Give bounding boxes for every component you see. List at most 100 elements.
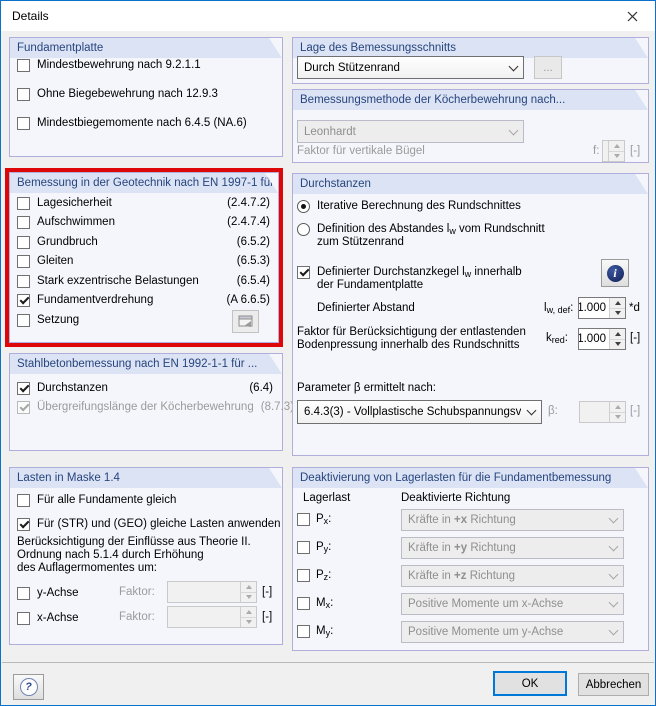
checkbox-label: Setzung [37, 314, 80, 326]
beta-symbol-label: β: [548, 405, 558, 417]
lagerlast-label: Py: [316, 541, 332, 554]
checkbox-row: Mindestbewehrung nach 9.2.1.1 [17, 57, 201, 73]
beta-methode-combobox[interactable]: 6.4.3(3) - Vollplastische Schubspannungs… [297, 400, 542, 424]
unit-label: [-] [630, 332, 641, 344]
checkbox-label: Für (STR) und (GEO) gleiche Lasten anwen… [37, 518, 281, 530]
section-ref: (A 6.6.5) [226, 294, 270, 306]
spinner-value [168, 607, 240, 627]
kred-symbol-label: kred: [546, 332, 568, 345]
checkbox-mindestbiegemomente[interactable] [17, 116, 30, 130]
spinner-down-icon[interactable] [610, 339, 625, 349]
checkbox-row: Aufschwimmen (2.4.7.4) [17, 214, 270, 230]
lagerlast-row-pz: Pz: Kräfte in +z Richtung [297, 565, 627, 587]
richtung-combobox-py: Kräfte in +y Richtung [401, 537, 624, 559]
group-title: Bemessungsmethode der Köcherbewehrung na… [293, 90, 648, 110]
checkbox-x-achse[interactable] [17, 611, 30, 625]
spinner-down-icon [610, 412, 625, 422]
definierter-abstand-label: Definierter Abstand [317, 302, 415, 314]
combobox-value: Positive Momente um y-Achse [408, 626, 564, 638]
checkbox-stark-exzentrische-belastungen[interactable] [17, 274, 30, 288]
checkbox-ohne-biegebewehrung[interactable] [17, 87, 30, 101]
checkbox-row: Grundbruch (6.5.2) [17, 234, 270, 250]
f-spinner [602, 140, 625, 162]
checkbox-label: Übergreifungslänge der Köcherbewehrung [37, 401, 254, 413]
radio-label: Iterative Berechnung des Rundschnittes [317, 200, 521, 212]
checkbox-my[interactable] [297, 625, 310, 638]
checkbox-py[interactable] [297, 541, 310, 554]
combobox-value: Positive Momente um x-Achse [408, 598, 564, 610]
factor-label: Faktor: [119, 586, 155, 598]
section-ref: (6.4) [249, 382, 273, 394]
checkbox-row: Gleiten (6.5.3) [17, 253, 270, 269]
spinner-up-icon [609, 141, 624, 152]
koecherbewehrung-methode-combobox: Leonhardt [297, 120, 524, 143]
spinner-down-icon[interactable] [610, 308, 625, 318]
info-icon [606, 264, 624, 282]
combobox-value: 6.4.3(3) - Vollplastische Schubspannungs… [304, 406, 521, 418]
spinner-up-icon[interactable] [610, 298, 625, 309]
checkbox-label: Definierter Durchstanzkegel lw innerhalb [317, 265, 522, 279]
checkbox-gleiten[interactable] [17, 254, 30, 268]
checkbox-label: Stark exzentrische Belastungen [37, 275, 199, 287]
column-header-lagerlast: Lagerlast [303, 492, 351, 504]
close-button[interactable] [617, 6, 647, 27]
chevron-down-icon [603, 625, 623, 636]
spinner-up-icon [610, 402, 625, 413]
combobox-value: Kräfte in +x Richtung [408, 514, 516, 526]
richtung-combobox-px: Kräfte in +x Richtung [401, 509, 624, 531]
radio-label-line2: zum Stützenrand [317, 236, 404, 248]
bemessungsschnitt-combobox[interactable]: Durch Stützenrand [297, 56, 524, 79]
group-title: Lage des Bemessungsschnitts [293, 38, 648, 58]
checkbox-mindestbewehrung[interactable] [17, 58, 30, 72]
unit-label: [-] [630, 405, 641, 417]
checkbox-aufschwimmen[interactable] [17, 215, 30, 229]
lagerlast-row-px: Px: Kräfte in +x Richtung [297, 509, 627, 531]
unit-label: [-] [262, 611, 273, 623]
checkbox-row: x-Achse [17, 610, 79, 626]
spinner-up-icon [241, 582, 256, 593]
checkbox-mx[interactable] [297, 597, 310, 610]
checkbox-row: Für (STR) und (GEO) gleiche Lasten anwen… [17, 516, 281, 532]
spinner-value [168, 582, 240, 602]
help-button[interactable] [13, 674, 44, 700]
more-options-button: ... [534, 56, 562, 79]
checkbox-setzung[interactable] [17, 313, 30, 327]
checkbox-label: Für alle Fundamente gleich [37, 494, 177, 506]
radio-definition-abstand[interactable] [297, 222, 310, 236]
lw-def-spinner[interactable]: 1.000 [578, 297, 626, 319]
checkbox-durchstanzkegel[interactable] [297, 265, 310, 279]
checkbox-durchstanzen[interactable] [17, 381, 30, 395]
cancel-button[interactable]: Abbrechen [578, 673, 649, 696]
checkbox-px[interactable] [297, 513, 310, 526]
checkbox-label: Lagesicherheit [37, 197, 112, 209]
checkbox-label: Ohne Biegebewehrung nach 12.9.3 [37, 88, 218, 100]
section-ref: (8.7.3) [260, 401, 294, 413]
checkbox-grundbruch[interactable] [17, 235, 30, 249]
radio-iterative-berechnung[interactable] [297, 199, 310, 213]
checkbox-lagesicherheit[interactable] [17, 196, 30, 210]
spinner-value: 1.000 [579, 333, 606, 345]
radio-row: Iterative Berechnung des Rundschnittes [297, 198, 521, 214]
checkbox-label: Grundbruch [37, 236, 98, 248]
richtung-combobox-pz: Kräfte in +z Richtung [401, 565, 624, 587]
combobox-value: Kräfte in +y Richtung [408, 542, 516, 554]
factor-label: Faktor: [119, 611, 155, 623]
section-ref: (6.5.2) [236, 236, 270, 248]
info-button[interactable] [601, 259, 629, 287]
spinner-up-icon[interactable] [610, 329, 625, 340]
checkbox-pz[interactable] [297, 569, 310, 582]
checkbox-str-geo-gleiche-lasten[interactable] [17, 517, 30, 531]
ok-button[interactable]: OK [493, 671, 567, 696]
chevron-down-icon [603, 513, 623, 524]
chevron-down-icon [603, 597, 623, 608]
section-ref: (6.5.3) [236, 255, 270, 267]
kred-spinner[interactable]: 1.000 [578, 328, 626, 350]
checkbox-fundamentverdrehung[interactable] [17, 293, 30, 307]
setzung-settings-button [232, 310, 259, 333]
checkbox-label: Aufschwimmen [37, 216, 115, 228]
lagerlast-row-mx: Mx: Positive Momente um x-Achse [297, 593, 627, 615]
checkbox-alle-fundamente-gleich[interactable] [17, 493, 30, 507]
checkbox-row: Fundamentverdrehung (A 6.6.5) [17, 292, 270, 308]
checkbox-y-achse[interactable] [17, 586, 30, 600]
